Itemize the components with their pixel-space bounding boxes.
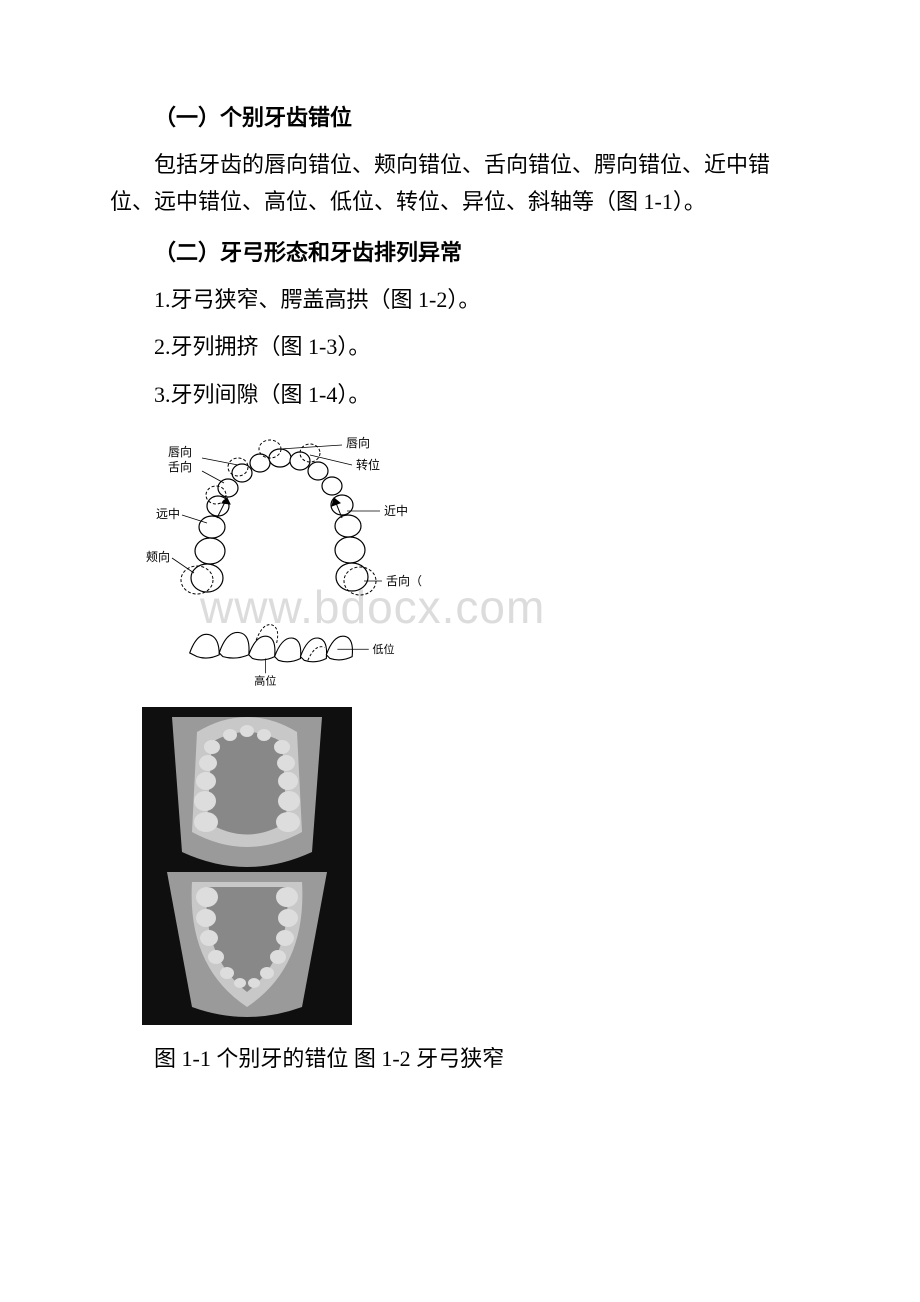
label-chunxiang-left: 唇向	[168, 444, 192, 459]
dental-arch-diagram: 唇向 转位 唇向 舌向 远中 近中 颊向 舌向（腭向）	[142, 423, 422, 603]
section2-item-1: 1.牙弓狭窄、腭盖高拱（图 1-2）。	[110, 281, 810, 318]
diagram-1-arch: 唇向 转位 唇向 舌向 远中 近中 颊向 舌向（腭向）	[142, 423, 422, 608]
label-diwei: 低位	[372, 642, 394, 656]
section1-heading: （一）个别牙齿错位	[110, 100, 810, 132]
label-yuanzhong: 远中	[156, 506, 180, 521]
figure-1-container: 唇向 转位 唇向 舌向 远中 近中 颊向 舌向（腭向）	[142, 423, 810, 693]
label-zhuanwei: 转位	[356, 457, 380, 472]
diagram-2-frontal: 高位 低位	[142, 608, 810, 693]
label-gaowei: 高位	[254, 673, 276, 687]
label-jiaxiang: 颊向	[146, 549, 170, 564]
label-shexiang-left: 舌向	[168, 459, 192, 474]
label-chunxiang-top: 唇向	[346, 435, 370, 450]
section2-item-2: 2.牙列拥挤（图 1-3）。	[110, 328, 810, 365]
section2-heading: （二）牙弓形态和牙齿排列异常	[110, 235, 810, 267]
label-jinzhong: 近中	[384, 503, 408, 518]
section2-item-3: 3.牙列间隙（图 1-4）。	[110, 376, 810, 413]
dental-cast-svg	[142, 707, 352, 1025]
figure-caption: 图 1-1 个别牙的错位 图 1-2 牙弓狭窄	[110, 1041, 810, 1073]
dental-cast-photo	[142, 707, 352, 1025]
dental-frontal-diagram: 高位 低位	[142, 616, 422, 688]
label-shexiang-e: 舌向（腭向）	[386, 573, 422, 588]
section1-body: 包括牙齿的唇向错位、颊向错位、舌向错位、腭向错位、近中错位、远中错位、高位、低位…	[110, 146, 810, 221]
